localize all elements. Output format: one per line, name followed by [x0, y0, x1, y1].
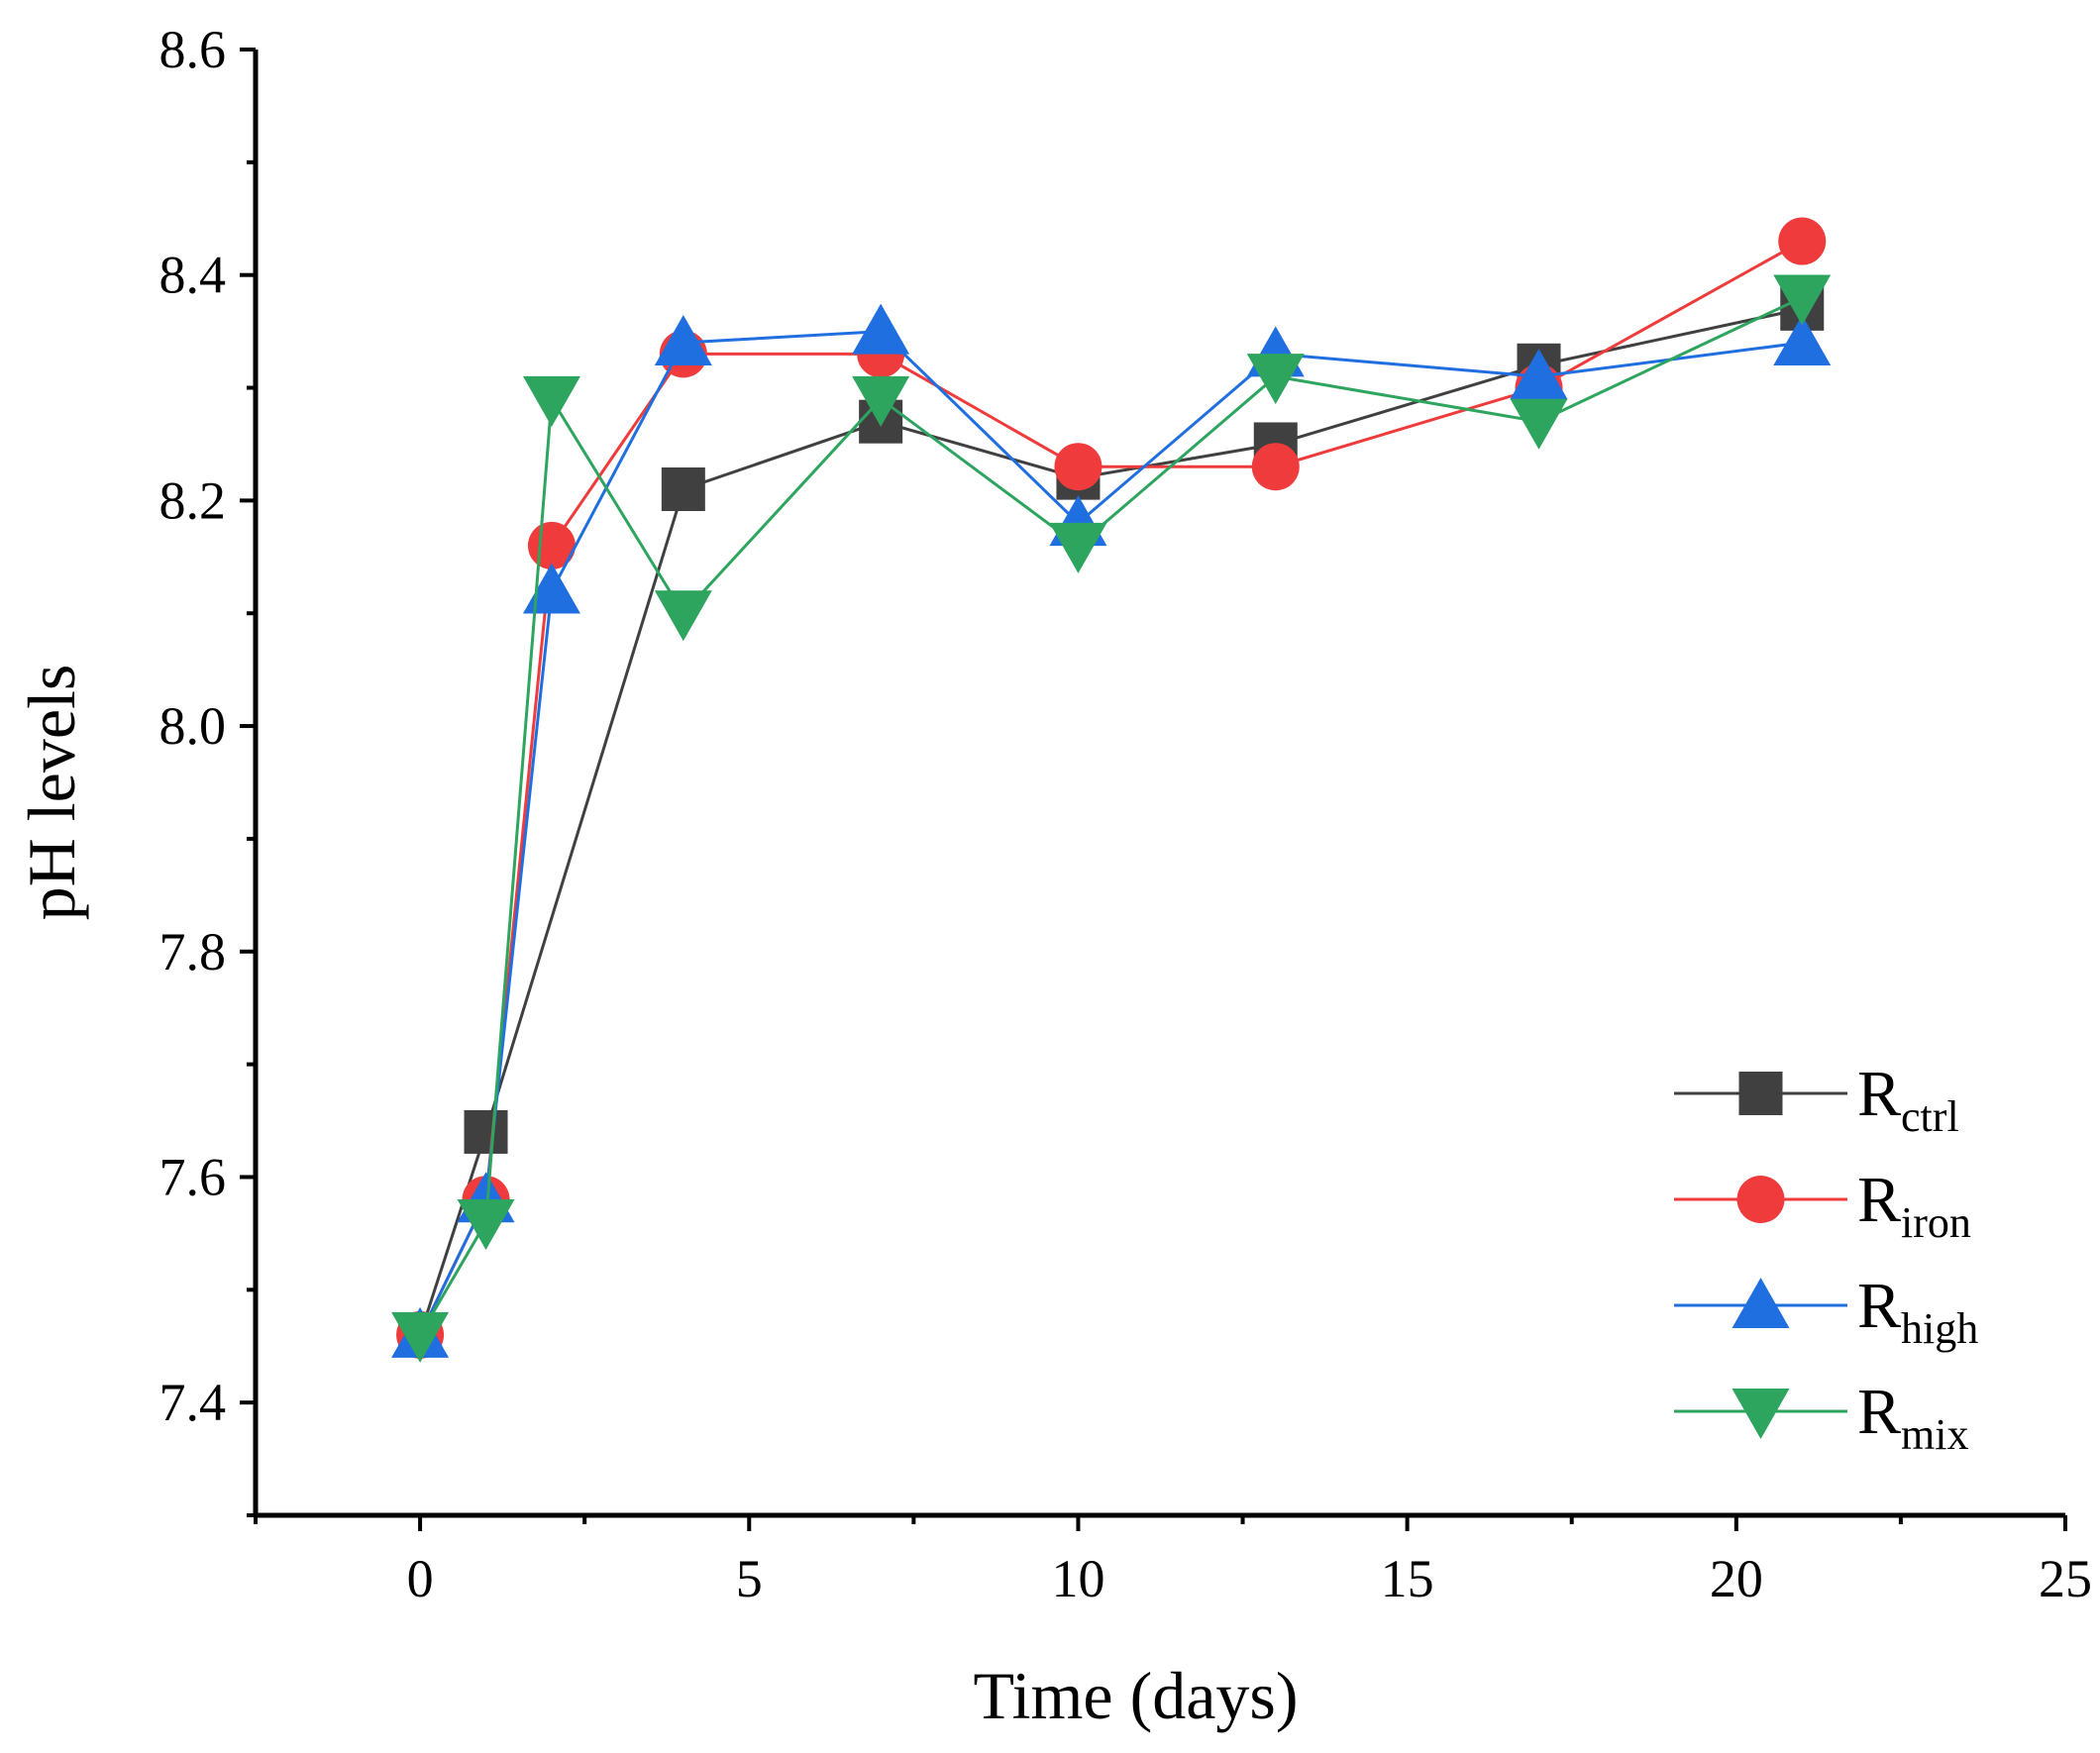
y-tick-label: 8.4 [159, 246, 227, 305]
legend-label-main: R [1857, 1270, 1901, 1342]
data-point-mix [457, 1199, 515, 1250]
x-tick-label: 0 [407, 1549, 434, 1608]
y-tick-label: 7.4 [159, 1373, 227, 1432]
legend-marker [1732, 1389, 1790, 1439]
legend-label: Rhigh [1857, 1270, 1978, 1353]
y-tick-label: 8.0 [159, 696, 227, 756]
legend-marker [1736, 1176, 1785, 1223]
legend-marker [1732, 1278, 1790, 1328]
data-point-mix [852, 375, 910, 427]
data-point-ctrl [661, 467, 705, 511]
data-point-iron [1778, 217, 1827, 265]
legend-item-iron: Riron [1674, 1164, 1971, 1247]
data-point-mix [1510, 398, 1568, 450]
data-point-iron [1251, 443, 1300, 491]
series-line-high [418, 330, 1803, 1336]
legend-marker [1738, 1072, 1783, 1115]
legend-item-mix: Rmix [1674, 1376, 1968, 1459]
data-point-high [654, 315, 712, 365]
y-ticks: 7.4 7.6 7.8 8.0 8.2 8.4 8.6 [159, 20, 256, 1517]
x-tick-label: 20 [1710, 1549, 1763, 1608]
x-tick-label: 25 [2039, 1549, 2092, 1608]
data-point-mix [391, 1311, 450, 1363]
x-tick-label: 5 [736, 1549, 763, 1608]
legend-item-ctrl: Rctrl [1674, 1058, 1959, 1141]
x-ticks: 0 5 10 15 20 25 [254, 1515, 2092, 1608]
y-tick-label: 8.6 [159, 20, 227, 79]
data-point-high [1773, 315, 1832, 365]
y-tick-label: 7.6 [159, 1147, 227, 1206]
series-line-mix [418, 296, 1803, 1336]
series-line-iron [418, 240, 1803, 1336]
legend-item-high: Rhigh [1674, 1270, 1978, 1353]
series-layer [391, 217, 1832, 1363]
legend-label: Rmix [1857, 1376, 1968, 1459]
legend-label: Riron [1857, 1164, 1971, 1247]
data-point-mix [654, 590, 712, 642]
legend-label-subscript: iron [1901, 1198, 1971, 1247]
legend-label: Rctrl [1857, 1058, 1959, 1141]
data-point-high [852, 303, 910, 355]
series-mix [391, 274, 1832, 1363]
y-axis-title: pH levels [14, 665, 89, 921]
x-tick-label: 15 [1381, 1549, 1434, 1608]
series-high [391, 303, 1832, 1358]
legend-label-subscript: ctrl [1901, 1092, 1959, 1141]
axes: 7.4 7.6 7.8 8.0 8.2 8.4 8.6 0 5 10 15 20 25 [159, 20, 2093, 1608]
data-point-mix [522, 375, 580, 427]
data-point-ctrl [464, 1109, 508, 1154]
legend-label-main: R [1857, 1376, 1901, 1448]
y-tick-label: 7.8 [159, 922, 227, 981]
series-ctrl [398, 286, 1825, 1357]
legend-label-subscript: mix [1901, 1410, 1968, 1459]
legend-label-subscript: high [1901, 1304, 1978, 1353]
data-point-mix [1049, 522, 1107, 573]
legend-label-main: R [1857, 1058, 1901, 1130]
series-line-ctrl [418, 307, 1803, 1336]
data-point-high [1510, 349, 1568, 400]
x-axis-title: Time (days) [973, 1658, 1298, 1733]
legend-label-main: R [1857, 1164, 1901, 1236]
data-point-mix [1246, 354, 1305, 405]
x-tick-label: 10 [1051, 1549, 1104, 1608]
data-point-mix [1773, 274, 1832, 326]
y-tick-label: 8.2 [159, 470, 227, 530]
data-point-high [522, 563, 580, 614]
data-point-iron [1054, 443, 1102, 491]
